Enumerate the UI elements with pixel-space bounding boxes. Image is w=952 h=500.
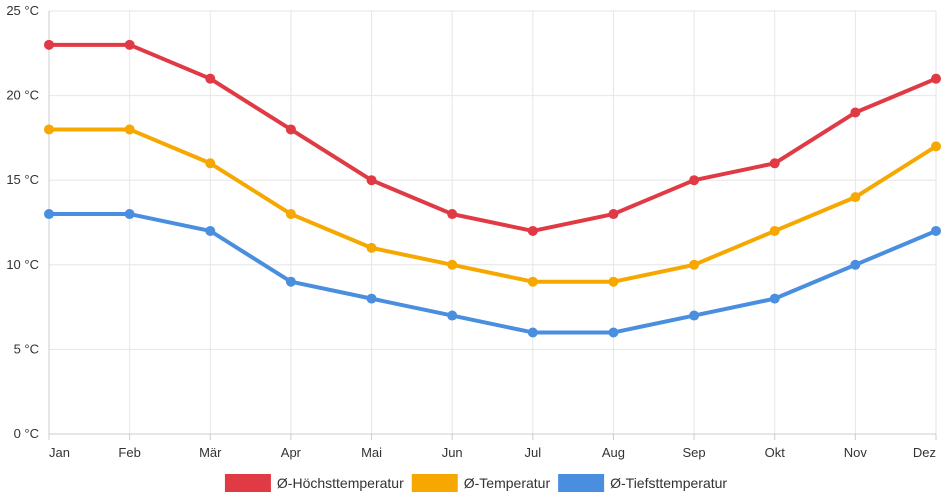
grid	[48, 10, 937, 435]
data-point[interactable]	[527, 327, 538, 338]
data-point[interactable]	[769, 293, 780, 304]
data-point[interactable]	[931, 73, 941, 84]
y-tick-label: 25 °C	[6, 3, 39, 18]
legend-item[interactable]: Ø-Tiefsttemperatur	[558, 474, 727, 492]
x-tick-label: Okt	[765, 445, 786, 460]
data-point[interactable]	[205, 225, 216, 236]
x-tick-label: Feb	[118, 445, 140, 460]
x-tick-label: Mai	[361, 445, 382, 460]
x-tick-label: Nov	[844, 445, 868, 460]
legend-label: Ø-Tiefsttemperatur	[610, 475, 727, 491]
y-tick-label: 15 °C	[6, 172, 39, 187]
y-tick-label: 10 °C	[6, 257, 39, 272]
y-axis-ticks: 0 °C 5 °C 10 °C 15 °C 20 °C 25 °C	[6, 3, 39, 441]
series-1	[44, 124, 941, 287]
data-point[interactable]	[447, 310, 458, 321]
data-point[interactable]	[124, 124, 135, 135]
x-tick-label: Sep	[683, 445, 706, 460]
data-point[interactable]	[769, 225, 780, 236]
data-point[interactable]	[527, 276, 538, 287]
data-point[interactable]	[608, 327, 619, 338]
data-point[interactable]	[205, 73, 216, 84]
data-point[interactable]	[44, 209, 54, 220]
legend-label: Ø-Temperatur	[464, 475, 551, 491]
series-line	[47, 212, 938, 335]
x-tick-label: Jul	[525, 445, 542, 460]
y-tick-label: 20 °C	[6, 88, 39, 103]
data-point[interactable]	[850, 192, 861, 203]
x-tick-label: Jun	[442, 445, 463, 460]
legend-item[interactable]: Ø-Höchsttemperatur	[224, 474, 404, 492]
series-0	[44, 39, 941, 236]
data-point[interactable]	[689, 175, 700, 186]
legend-swatch	[411, 474, 458, 492]
y-tick-label: 5 °C	[14, 341, 39, 356]
series-line	[47, 42, 938, 233]
x-tick-label: Dez	[913, 445, 936, 460]
data-point[interactable]	[850, 107, 861, 118]
data-point[interactable]	[608, 276, 619, 287]
data-point[interactable]	[285, 276, 296, 287]
data-point[interactable]	[124, 209, 135, 220]
data-point[interactable]	[931, 141, 941, 152]
data-point[interactable]	[366, 175, 377, 186]
data-point[interactable]	[608, 209, 619, 220]
legend-swatch	[558, 474, 605, 492]
data-point[interactable]	[447, 209, 458, 220]
data-point[interactable]	[850, 259, 861, 270]
data-point[interactable]	[527, 225, 538, 236]
data-point[interactable]	[124, 39, 135, 50]
data-point[interactable]	[931, 225, 941, 236]
axes	[48, 11, 937, 440]
series-line	[47, 127, 938, 284]
data-point[interactable]	[769, 158, 780, 169]
y-tick-label: 0 °C	[14, 426, 39, 441]
data-point[interactable]	[366, 242, 377, 253]
data-point[interactable]	[205, 158, 216, 169]
legend-label: Ø-Höchsttemperatur	[277, 475, 404, 491]
x-tick-label: Aug	[602, 445, 625, 460]
data-point[interactable]	[44, 39, 54, 50]
data-point[interactable]	[44, 124, 54, 135]
data-point[interactable]	[285, 209, 296, 220]
data-point[interactable]	[689, 310, 700, 321]
x-tick-label: Apr	[281, 445, 302, 460]
x-tick-label: Mär	[199, 445, 222, 460]
series	[44, 39, 941, 338]
data-point[interactable]	[447, 259, 458, 270]
legend-swatch	[224, 474, 271, 492]
data-point[interactable]	[285, 124, 296, 135]
x-tick-label: Jan	[49, 445, 70, 460]
series-2	[44, 209, 941, 338]
data-point[interactable]	[366, 293, 377, 304]
data-point[interactable]	[689, 259, 700, 270]
x-axis-ticks: Jan Feb Mär Apr Mai Jun Jul Aug Sep Okt Nov Dez	[49, 445, 936, 460]
legend: Ø-Höchsttemperatur Ø-Temperatur Ø-Tiefstte…	[224, 474, 727, 492]
legend-item[interactable]: Ø-Temperatur	[411, 474, 551, 492]
